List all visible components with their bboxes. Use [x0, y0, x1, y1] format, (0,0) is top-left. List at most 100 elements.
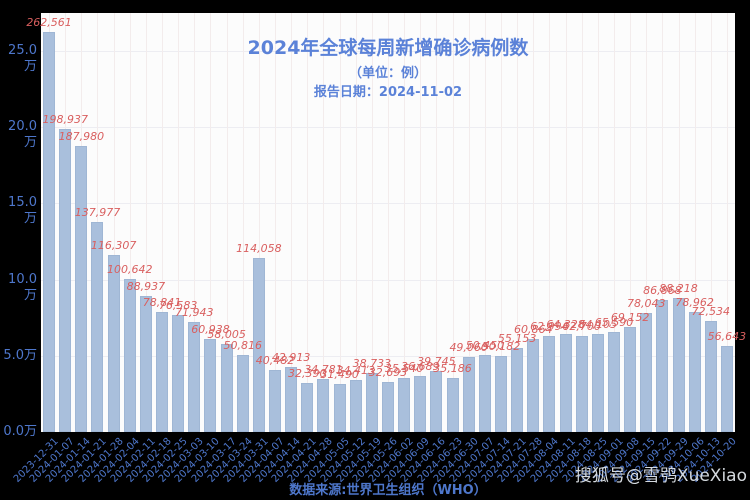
v-gridline — [565, 13, 567, 432]
bar-value-label: 38,733 — [352, 356, 392, 370]
bar — [478, 355, 491, 432]
bar — [591, 334, 604, 432]
bar-value-label: 50,182 — [481, 339, 521, 353]
bar — [607, 332, 620, 432]
bar-value-label: 137,977 — [74, 205, 121, 219]
y-tick-label: 5.0万 — [3, 347, 37, 363]
v-gridline — [662, 13, 664, 432]
bar-value-label: 262,561 — [26, 15, 72, 29]
bar — [688, 311, 701, 432]
bar — [236, 354, 249, 432]
bar — [317, 379, 330, 432]
bar — [543, 336, 556, 432]
bar-value-label: 49,060 — [449, 341, 488, 355]
bar-value-label: 78,841 — [142, 295, 182, 309]
v-gridline — [226, 13, 228, 432]
v-gridline — [484, 13, 486, 432]
bar — [575, 336, 588, 432]
bar — [640, 313, 653, 432]
y-tick-label: 15.0万 — [8, 195, 37, 227]
bar — [172, 315, 185, 432]
v-gridline — [500, 13, 502, 432]
bar-value-label: 65,590 — [594, 316, 634, 330]
bar — [252, 258, 265, 432]
bar-value-label: 62,994 — [530, 319, 569, 333]
bar — [511, 347, 524, 432]
v-gridline — [517, 13, 519, 432]
chart-subtitle: （单位：例） — [348, 66, 427, 81]
bar-value-label: 34,413 — [336, 363, 375, 377]
bar — [75, 145, 88, 432]
v-gridline — [726, 13, 728, 432]
bar-value-label: 60,938 — [191, 323, 230, 337]
v-gridline — [355, 13, 357, 432]
v-gridline — [646, 13, 648, 432]
v-gridline — [597, 13, 599, 432]
v-gridline — [678, 13, 680, 432]
bar — [494, 355, 507, 432]
bar-value-label: 62,700 — [562, 320, 601, 334]
v-gridline — [323, 13, 325, 432]
bar — [656, 299, 669, 432]
v-gridline — [145, 13, 147, 432]
bar — [430, 371, 443, 432]
bar-value-label: 58,005 — [207, 327, 246, 341]
bar-value-label: 71,943 — [175, 306, 214, 320]
bar — [139, 296, 152, 432]
bar-value-label: 60,864 — [514, 323, 553, 337]
bar — [446, 378, 459, 432]
bar-value-label: 72,534 — [691, 305, 731, 319]
v-gridline — [581, 13, 583, 432]
v-gridline — [339, 13, 341, 432]
v-gridline — [307, 13, 309, 432]
v-gridline — [630, 13, 632, 432]
v-gridline — [613, 13, 615, 432]
bar-value-label: 50,450 — [465, 339, 505, 353]
v-gridline — [113, 13, 115, 432]
bar — [188, 322, 201, 432]
bar — [269, 370, 282, 432]
bar-value-label: 100,642 — [107, 262, 153, 276]
bar-value-label: 64,105 — [578, 318, 618, 332]
bar — [91, 221, 104, 432]
bar-value-label: 35,540 — [384, 361, 424, 375]
bar-value-label: 56,643 — [707, 329, 747, 343]
bar-value-label: 88,937 — [126, 280, 166, 294]
bar-value-label: 78,962 — [675, 295, 714, 309]
bar — [414, 376, 427, 432]
y-tick-label: 25.0万 — [8, 43, 37, 74]
v-gridline — [549, 13, 551, 432]
chart-title: 2024年全球每周新增确诊病例数 — [247, 37, 529, 59]
bar-value-label: 86,868 — [643, 283, 682, 297]
v-gridline — [388, 13, 389, 432]
bar-value-label: 55,153 — [497, 331, 537, 345]
bar — [398, 377, 411, 432]
bar — [333, 384, 346, 432]
v-gridline — [210, 13, 212, 432]
bar — [220, 343, 233, 432]
bar-value-label: 69,152 — [610, 310, 650, 324]
bar-value-label: 35,186 — [433, 362, 472, 376]
v-gridline — [420, 13, 422, 432]
plot-area: 262,561 198,937 187,980 137,977 116,307 100,6… — [26, 13, 746, 432]
bar — [704, 321, 717, 432]
v-gridline — [468, 13, 470, 432]
bar-value-label: 198,937 — [42, 112, 88, 126]
bar — [107, 254, 120, 432]
bar — [301, 382, 314, 432]
bar — [204, 339, 217, 432]
v-gridline — [129, 13, 131, 432]
bar-value-label: 36,689 — [401, 360, 440, 374]
bar — [720, 345, 733, 432]
y-tick-label: 20.0万 — [8, 119, 37, 151]
bar — [285, 366, 298, 432]
bar — [672, 297, 685, 432]
bar — [123, 278, 136, 432]
bar-value-label: 78,043 — [626, 297, 666, 311]
v-gridline — [242, 13, 244, 432]
bar — [462, 357, 475, 432]
watermark: 搜狐号@雪鸮XueXiao — [574, 466, 747, 486]
bar-value-label: 32,390 — [288, 366, 327, 380]
v-gridline — [275, 13, 277, 432]
v-gridline — [533, 13, 535, 432]
